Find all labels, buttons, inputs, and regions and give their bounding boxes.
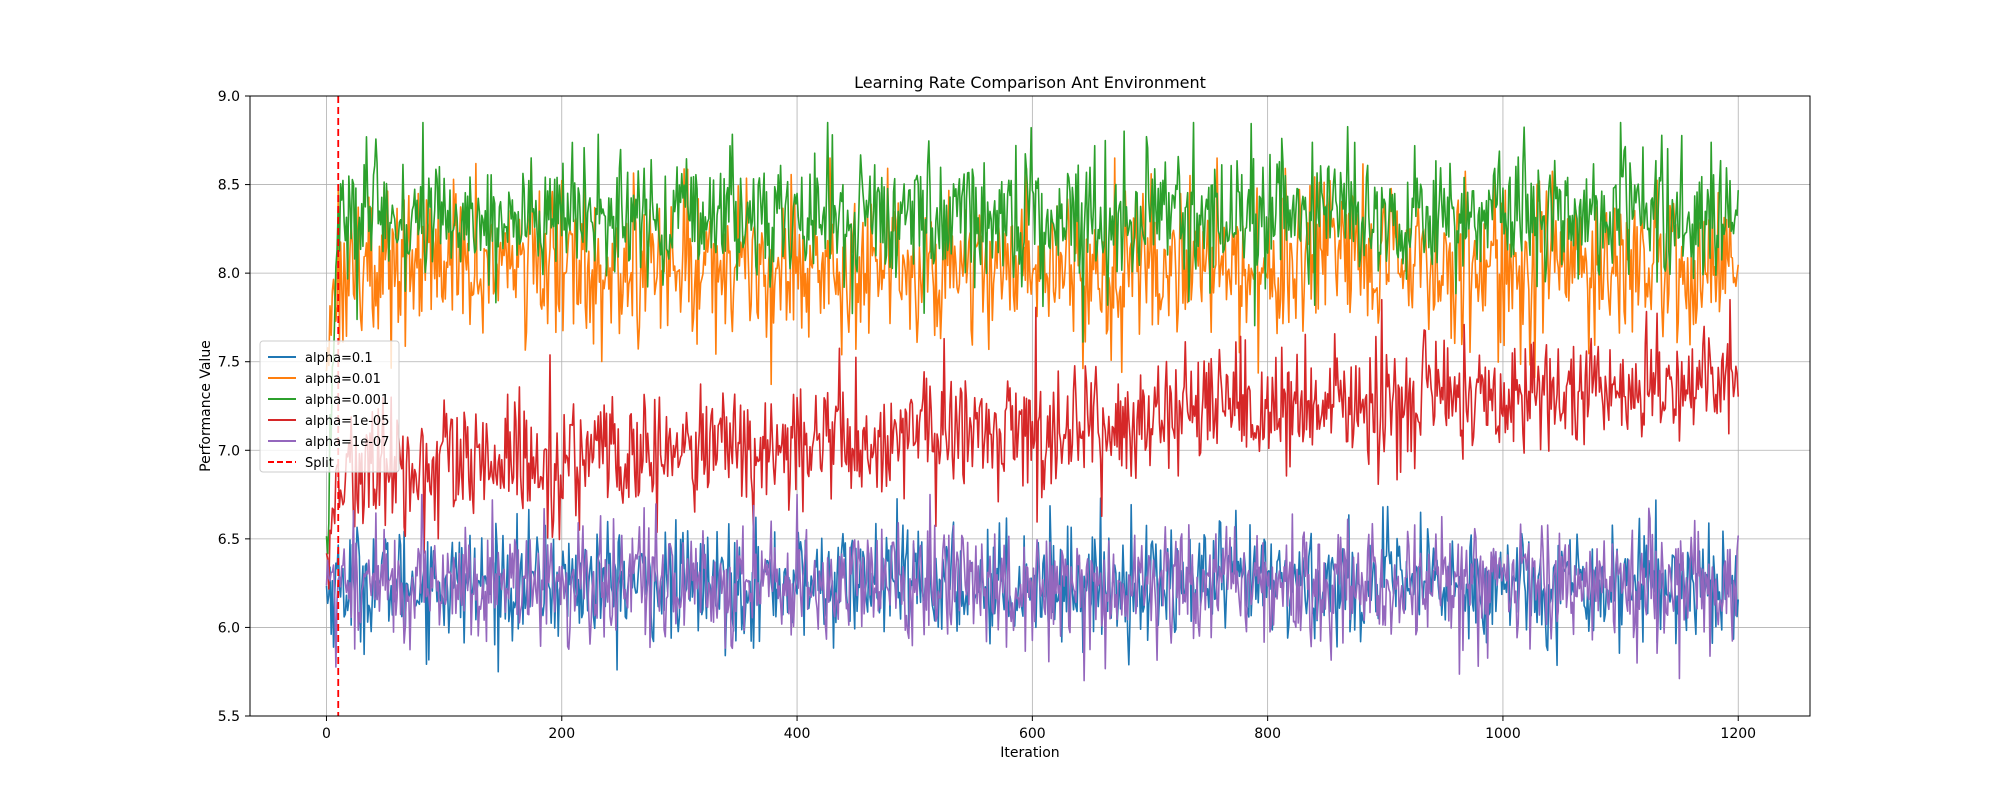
y-tick-label: 6.5 xyxy=(218,532,240,548)
y-tick-label: 7.5 xyxy=(218,355,240,371)
legend-label: alpha=0.001 xyxy=(305,393,389,408)
y-tick-label: 8.5 xyxy=(218,178,240,194)
legend-label: alpha=1e-05 xyxy=(305,414,389,429)
legend-label: alpha=1e-07 xyxy=(305,435,389,450)
x-tick-label: 0 xyxy=(322,726,331,742)
x-tick-label: 800 xyxy=(1254,726,1281,742)
plot-frame xyxy=(249,95,1811,717)
chart-title: Learning Rate Comparison Ant Environment xyxy=(854,73,1206,92)
legend: alpha=0.1 alpha=0.01 alpha=0.001 alpha=1e-0… xyxy=(259,340,400,473)
legend-box xyxy=(259,340,400,473)
y-tick-label: 6.0 xyxy=(218,620,240,636)
x-tick-label: 600 xyxy=(1019,726,1046,742)
series-line-alpha-1e-07 xyxy=(325,493,1740,682)
x-tick-label: 1200 xyxy=(1720,726,1756,742)
series-line-alpha-0-001 xyxy=(325,121,1740,555)
x-tick-label: 1000 xyxy=(1485,726,1521,742)
y-tick-label: 8.0 xyxy=(218,266,240,282)
x-axis: 0 200 400 600 800 1000 1200 xyxy=(322,716,1756,742)
y-axis: 5.5 6.0 6.5 7.0 7.5 8.0 8.5 9.0 xyxy=(218,89,250,725)
y-axis-label: Performance Value xyxy=(198,340,214,472)
x-axis-label: Iteration xyxy=(1000,745,1059,761)
series-line-alpha-0-01 xyxy=(325,157,1740,386)
x-tick-label: 200 xyxy=(548,726,575,742)
series-layer xyxy=(325,96,1740,716)
x-tick-label: 400 xyxy=(784,726,811,742)
legend-label: alpha=0.1 xyxy=(305,351,373,366)
series-line-alpha-1e-05 xyxy=(325,298,1740,590)
y-tick-label: 5.5 xyxy=(218,709,240,725)
legend-label: Split xyxy=(305,456,334,471)
y-tick-label: 7.0 xyxy=(218,443,240,459)
y-tick-label: 9.0 xyxy=(218,89,240,105)
legend-label: alpha=0.01 xyxy=(305,372,381,387)
